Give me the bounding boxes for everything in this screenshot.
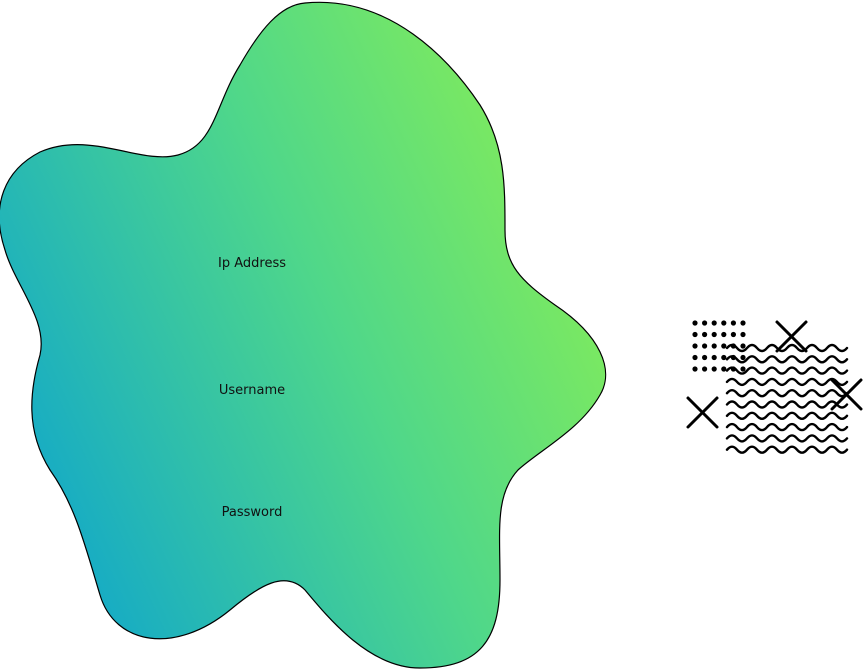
username-field[interactable]: Username	[218, 383, 286, 398]
blob-shape	[0, 1, 607, 669]
password-field[interactable]: Password	[221, 505, 283, 520]
ip-address-field[interactable]: Ip Address	[218, 256, 286, 271]
